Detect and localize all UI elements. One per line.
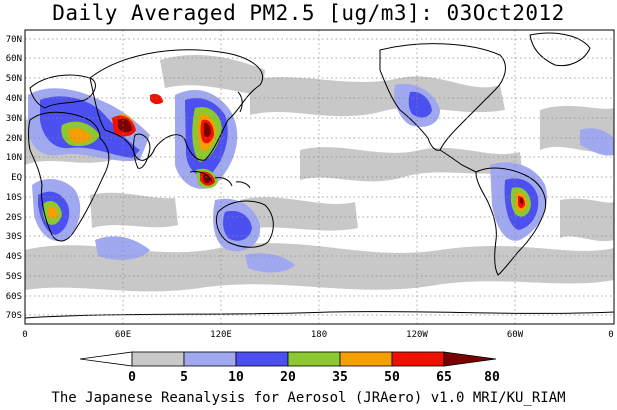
lon-label: 60E [115, 330, 131, 340]
lat-label: 40N [6, 94, 22, 104]
colorbar-label: 0 [128, 370, 136, 385]
lat-label: 30S [6, 232, 22, 242]
contour-region [240, 197, 358, 231]
lat-label: 10N [6, 153, 22, 163]
colorbar-segment-5 [339, 351, 393, 367]
lon-label: 180 [311, 330, 327, 340]
lat-label: 50S [6, 272, 22, 282]
lat-label: 50N [6, 74, 22, 84]
coastline [29, 74, 96, 109]
colorbar-segment-4 [287, 351, 341, 367]
coastline [237, 91, 243, 113]
coastline [89, 49, 263, 161]
pm25-field [25, 54, 614, 292]
colorbar-label: 35 [332, 370, 348, 385]
lat-label: 60N [6, 54, 22, 64]
colorbar-label: 5 [180, 370, 188, 385]
contour-region [580, 128, 614, 156]
lat-label: 20N [6, 134, 22, 144]
coastline [215, 200, 274, 248]
colorbar-segment-6 [391, 351, 445, 367]
coastline [133, 133, 151, 169]
colorbar-label: 10 [228, 370, 244, 385]
contour-region [250, 76, 505, 117]
contour-region [48, 206, 58, 219]
footer-credit: The Japanese Reanalysis for Aerosol (JRA… [51, 390, 566, 406]
lat-label: EQ [11, 173, 22, 183]
contour-region [223, 210, 252, 241]
contour-region [90, 192, 178, 228]
contour-region [204, 122, 211, 137]
colorbar-labels: 0 5 10 20 35 50 65 80 [128, 370, 500, 385]
contour-region [25, 243, 614, 292]
contour-region [150, 93, 163, 105]
coastline [379, 43, 506, 151]
lon-label: 60W [507, 330, 524, 340]
contour-region [300, 147, 522, 182]
coastline [439, 149, 477, 173]
graticule [25, 30, 614, 324]
lat-label: 70S [6, 311, 22, 321]
colorbar [79, 351, 497, 367]
lon-label: 0 [608, 330, 613, 340]
lat-label: 70N [6, 35, 22, 45]
colorbar-label: 80 [484, 370, 500, 385]
colorbar-segment-2 [183, 351, 237, 367]
coastline [189, 171, 251, 189]
colorbar-segment-0 [79, 351, 133, 367]
lat-label: 10S [6, 193, 22, 203]
colorbar-label: 65 [436, 370, 452, 385]
colorbar-label: 20 [280, 370, 296, 385]
colorbar-segment-7 [443, 351, 497, 367]
colorbar-label: 50 [384, 370, 400, 385]
lon-label: 0 [22, 330, 27, 340]
coastline [28, 111, 110, 242]
lon-label: 120E [210, 330, 232, 340]
lat-label: 30N [6, 114, 22, 124]
contour-region [68, 128, 92, 143]
contour-region [160, 54, 265, 95]
map-title: Daily Averaged PM2.5 [ug/m3]: 03Oct2012 [52, 1, 565, 25]
contour-region [519, 197, 524, 204]
colorbar-segment-1 [131, 351, 185, 367]
contour-region [560, 198, 614, 242]
latitude-axis: 70N 60N 50N 40N 30N 20N 10N EQ 10S 20S 3… [6, 35, 22, 321]
lat-label: 20S [6, 213, 22, 223]
coastline [529, 32, 591, 67]
map-frame [24, 29, 615, 325]
coastline [475, 167, 547, 276]
lon-label: 120W [406, 330, 428, 340]
lat-label: 60S [6, 292, 22, 302]
colorbar-segment-3 [235, 351, 289, 367]
contour-region [95, 236, 150, 260]
lat-label: 40S [6, 252, 22, 262]
contour-region [245, 253, 295, 273]
longitude-axis: 0 60E 120E 180 120W 60W 0 [22, 330, 613, 340]
contour-region [118, 118, 132, 133]
